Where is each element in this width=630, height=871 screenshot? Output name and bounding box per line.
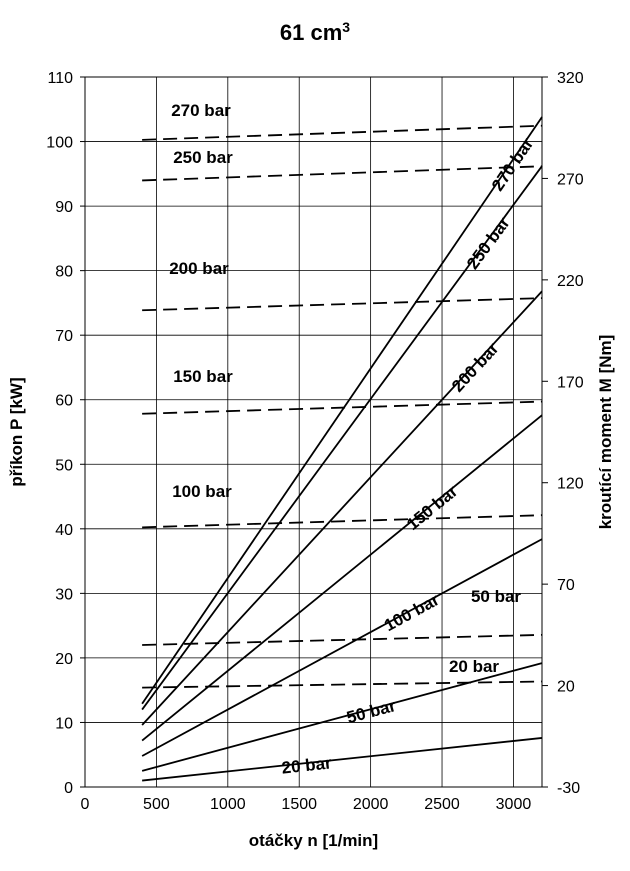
y-tick-label: 10 [55, 715, 73, 732]
x-tick-label: 2500 [424, 796, 460, 813]
grid [80, 76, 548, 788]
y2-tick-label: 20 [557, 679, 575, 696]
series-labels: 270 bar 250 bar 200 bar 150 bar 100 bar 50 ba… [169, 101, 537, 778]
y2-tick-label: -30 [557, 780, 580, 797]
x-axis-title: otáčky n [1/min] [249, 831, 378, 850]
series-label: 20 bar [281, 753, 333, 777]
series-label: 270 bar [488, 134, 537, 194]
series-label: 20 bar [449, 657, 499, 676]
chart-title-text: 61 cm [280, 20, 342, 45]
y2-tick-label: 270 [557, 171, 584, 188]
y-tick-label: 40 [55, 522, 73, 539]
series-label: 150 bar [403, 481, 461, 534]
x-tick-label: 1000 [210, 796, 246, 813]
torque-line [142, 400, 543, 415]
torque-line [142, 165, 543, 182]
y2-tick-label: 120 [557, 476, 584, 493]
chart-title: 61 cm3 [280, 19, 350, 45]
series-label: 270 bar [171, 101, 231, 120]
power-lines [141, 116, 543, 782]
torque-line [142, 297, 543, 312]
y-tick-label: 30 [55, 586, 73, 603]
series-label: 100 bar [381, 590, 443, 635]
series-label: 50 bar [471, 587, 521, 606]
tick-labels: 0 500 1000 1500 2000 2500 3000 0 10 20 30 40 50 60 70 8… [46, 70, 584, 813]
x-tick-label: 0 [81, 796, 90, 813]
y2-tick-label: 70 [557, 577, 575, 594]
y-tick-label: 110 [47, 70, 73, 87]
y-axis-title: příkon P [kW] [7, 377, 26, 486]
plot-frame [84, 76, 543, 788]
x-tick-label: 3000 [496, 796, 532, 813]
series-label: 250 bar [173, 148, 233, 167]
torque-line [142, 124, 543, 141]
chart-title-superscript: 3 [342, 19, 350, 35]
y-tick-label: 100 [46, 135, 73, 152]
y-tick-label: 0 [64, 780, 73, 797]
torque-line [142, 633, 543, 646]
y2-tick-label: 320 [557, 70, 584, 87]
torque-line [142, 680, 543, 689]
power-line [141, 116, 543, 705]
y-tick-label: 20 [55, 651, 73, 668]
power-line [141, 414, 543, 742]
y-tick-label: 80 [55, 264, 73, 281]
series-label: 200 bar [169, 259, 229, 278]
series-label: 200 bar [448, 339, 503, 396]
y2-axis-title: kroutící moment M [Nm] [596, 335, 615, 530]
power-line [141, 662, 543, 772]
y2-tick-label: 220 [557, 273, 584, 290]
y-tick-label: 60 [55, 393, 73, 410]
torque-line [142, 514, 543, 529]
y2-tick-label: 170 [557, 374, 584, 391]
x-tick-label: 500 [143, 796, 170, 813]
power-line [141, 165, 543, 711]
series-label: 150 bar [173, 367, 233, 386]
power-line [141, 290, 543, 726]
power-line [141, 538, 543, 757]
y-tick-label: 50 [55, 457, 73, 474]
y-tick-label: 70 [55, 328, 73, 345]
power-line [142, 737, 543, 782]
x-tick-label: 1500 [281, 796, 317, 813]
x-tick-label: 2000 [353, 796, 389, 813]
y-tick-label: 90 [55, 199, 73, 216]
series-label: 100 bar [172, 482, 232, 501]
